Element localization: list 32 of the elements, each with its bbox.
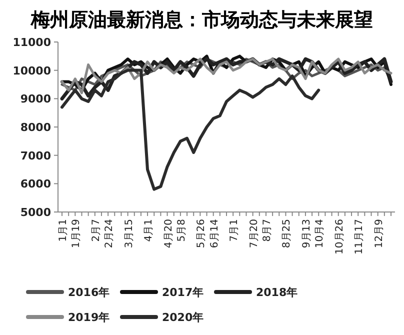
y-tick-label: 7000 bbox=[20, 149, 52, 162]
x-tick-label: 2月24 bbox=[104, 219, 116, 248]
x-tick-label: 5月8 bbox=[176, 219, 188, 242]
y-tick-label: 10000 bbox=[12, 64, 52, 78]
y-tick-label: 6000 bbox=[20, 178, 52, 191]
legend-label: 2016年 bbox=[68, 286, 110, 299]
y-tick-label: 8000 bbox=[20, 121, 52, 134]
y-tick-label: 11000 bbox=[12, 36, 52, 49]
y-tick-label: 5000 bbox=[20, 206, 52, 219]
x-tick-label: 8月7 bbox=[262, 219, 273, 242]
legend-label: 2017年 bbox=[162, 286, 204, 299]
x-tick-label: 9月13 bbox=[301, 219, 312, 248]
x-tick-label: 5月26 bbox=[196, 219, 208, 248]
x-tick-label: 4月1 bbox=[144, 219, 155, 242]
x-tick-label: 10月26 bbox=[334, 219, 346, 254]
x-tick-label: 10月4 bbox=[314, 219, 326, 248]
legend-label: 2020年 bbox=[162, 311, 204, 324]
x-tick-label: 3月15 bbox=[124, 219, 135, 248]
x-tick-label: 7月1 bbox=[229, 219, 240, 242]
x-tick-label: 12月9 bbox=[374, 219, 385, 248]
x-tick-label: 11月17 bbox=[354, 219, 366, 254]
x-tick-label: 7月20 bbox=[248, 219, 260, 248]
legend-label: 2019年 bbox=[68, 311, 110, 324]
chart-title: 梅州原油最新消息：市场动态与未来展望 bbox=[30, 9, 373, 31]
x-tick-label: 6月14 bbox=[209, 219, 220, 248]
y-tick-label: 9000 bbox=[20, 92, 52, 106]
x-tick-label: 8月25 bbox=[282, 219, 293, 248]
x-tick-label: 1月19 bbox=[71, 219, 82, 248]
x-tick-label: 1月1 bbox=[58, 219, 69, 242]
x-tick-label: 2月7 bbox=[90, 219, 102, 242]
legend-label: 2018年 bbox=[256, 286, 298, 299]
x-tick-label: 4月20 bbox=[163, 219, 174, 248]
